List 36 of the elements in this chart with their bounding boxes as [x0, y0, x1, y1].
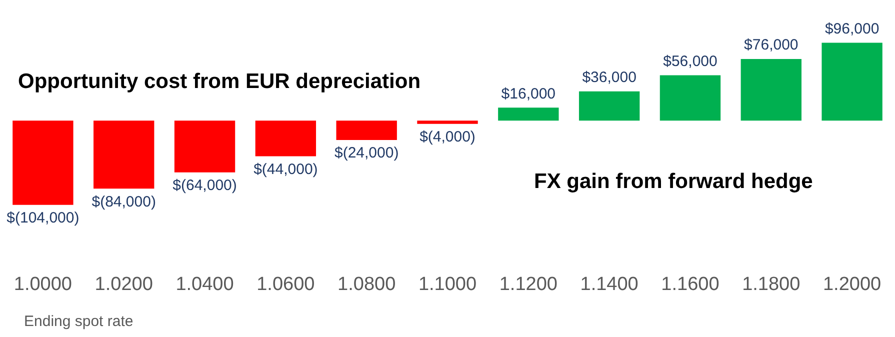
data-label: $(84,000) [92, 193, 156, 210]
bar [822, 42, 882, 121]
x-tick-label: 1.0000 [14, 274, 72, 295]
x-tick-label: 1.0800 [338, 274, 396, 295]
x-tick-label: 1.1400 [580, 274, 638, 295]
x-tick-label: 1.0200 [94, 274, 153, 295]
data-label: $76,000 [744, 36, 798, 54]
bar [417, 120, 478, 124]
bar [174, 120, 236, 172]
x-axis-title: Ending spot rate [24, 313, 134, 330]
bar [12, 120, 74, 205]
x-tick-label: 1.0600 [256, 274, 315, 295]
data-label: $96,000 [824, 20, 880, 38]
x-tick-label: 1.1600 [661, 274, 720, 295]
data-label: $36,000 [582, 69, 636, 86]
data-label: $(24,000) [334, 144, 399, 162]
bar [94, 120, 154, 189]
x-tick-label: 1.2000 [822, 274, 882, 295]
data-label: $(44,000) [254, 160, 318, 178]
x-tick-label: 1.1000 [418, 274, 477, 295]
bar [336, 120, 397, 140]
annotation: Opportunity cost from EUR depreciation [18, 70, 421, 94]
data-label: $(104,000) [6, 209, 80, 226]
bar [255, 120, 316, 156]
data-label: $56,000 [663, 52, 718, 70]
bar [740, 58, 802, 121]
annotation: FX gain from forward hedge [534, 170, 813, 194]
x-tick-label: 1.1800 [742, 274, 800, 295]
bar [578, 91, 640, 121]
bar [660, 75, 721, 121]
bar [498, 108, 559, 121]
data-label: $(64,000) [172, 177, 237, 194]
x-tick-label: 1.1200 [499, 274, 558, 295]
x-tick-label: 1.0400 [176, 274, 234, 295]
data-label: $16,000 [501, 85, 556, 102]
data-label: $(4,000) [420, 128, 476, 146]
